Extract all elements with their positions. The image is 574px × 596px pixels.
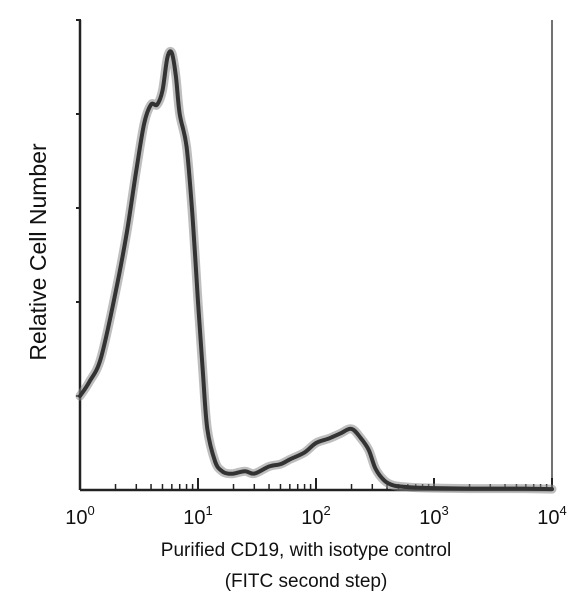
data-point <box>191 215 195 219</box>
data-point <box>401 485 405 489</box>
data-point <box>338 432 342 436</box>
data-point <box>359 436 363 440</box>
data-point <box>226 472 230 476</box>
data-point <box>467 487 472 491</box>
x-tick-label: 100 <box>65 503 94 529</box>
data-point <box>349 427 354 431</box>
data-point <box>196 300 200 304</box>
data-point <box>185 145 189 149</box>
x-axis-sublabel: (FITC second step) <box>225 571 388 592</box>
data-point <box>174 74 178 78</box>
data-point <box>213 460 217 464</box>
data-point <box>367 448 371 452</box>
data-point <box>432 486 436 490</box>
x-tick-label: 102 <box>301 503 330 529</box>
data-point <box>382 479 386 483</box>
data-point <box>314 441 318 445</box>
data-point <box>243 469 247 473</box>
data-point <box>113 291 118 295</box>
data-point <box>550 487 554 491</box>
data-point <box>374 467 378 471</box>
data-point <box>99 356 103 360</box>
data-point <box>391 483 395 487</box>
data-point <box>125 229 129 234</box>
data-point <box>514 487 519 491</box>
data-point <box>165 56 169 60</box>
data-point <box>149 103 153 107</box>
y-axis-label: Relative Cell Number <box>25 143 51 361</box>
plot-frame <box>78 20 553 492</box>
data-point <box>142 121 146 125</box>
data-point <box>78 394 82 398</box>
series-line <box>78 49 554 492</box>
series-layer <box>75 46 557 494</box>
data-point <box>220 469 224 473</box>
series-line-halo <box>75 46 557 494</box>
x-tick-label: 103 <box>419 503 448 529</box>
data-point <box>231 472 236 476</box>
data-point <box>155 103 159 107</box>
x-tick-label: 101 <box>183 503 212 529</box>
x-tick-label: 104 <box>537 503 566 529</box>
data-point <box>414 486 418 490</box>
data-point <box>205 427 209 431</box>
data-point <box>170 51 174 55</box>
data-point <box>87 380 91 384</box>
data-point <box>278 462 283 466</box>
data-point <box>134 168 138 172</box>
data-point <box>327 436 331 440</box>
x-axis-label: Purified CD19, with isotype control <box>161 540 451 561</box>
data-point <box>267 464 271 469</box>
data-point <box>303 450 307 454</box>
data-point <box>160 88 165 93</box>
data-point <box>252 472 256 476</box>
data-point <box>178 112 182 116</box>
data-point <box>288 457 292 461</box>
data-point <box>201 370 205 375</box>
